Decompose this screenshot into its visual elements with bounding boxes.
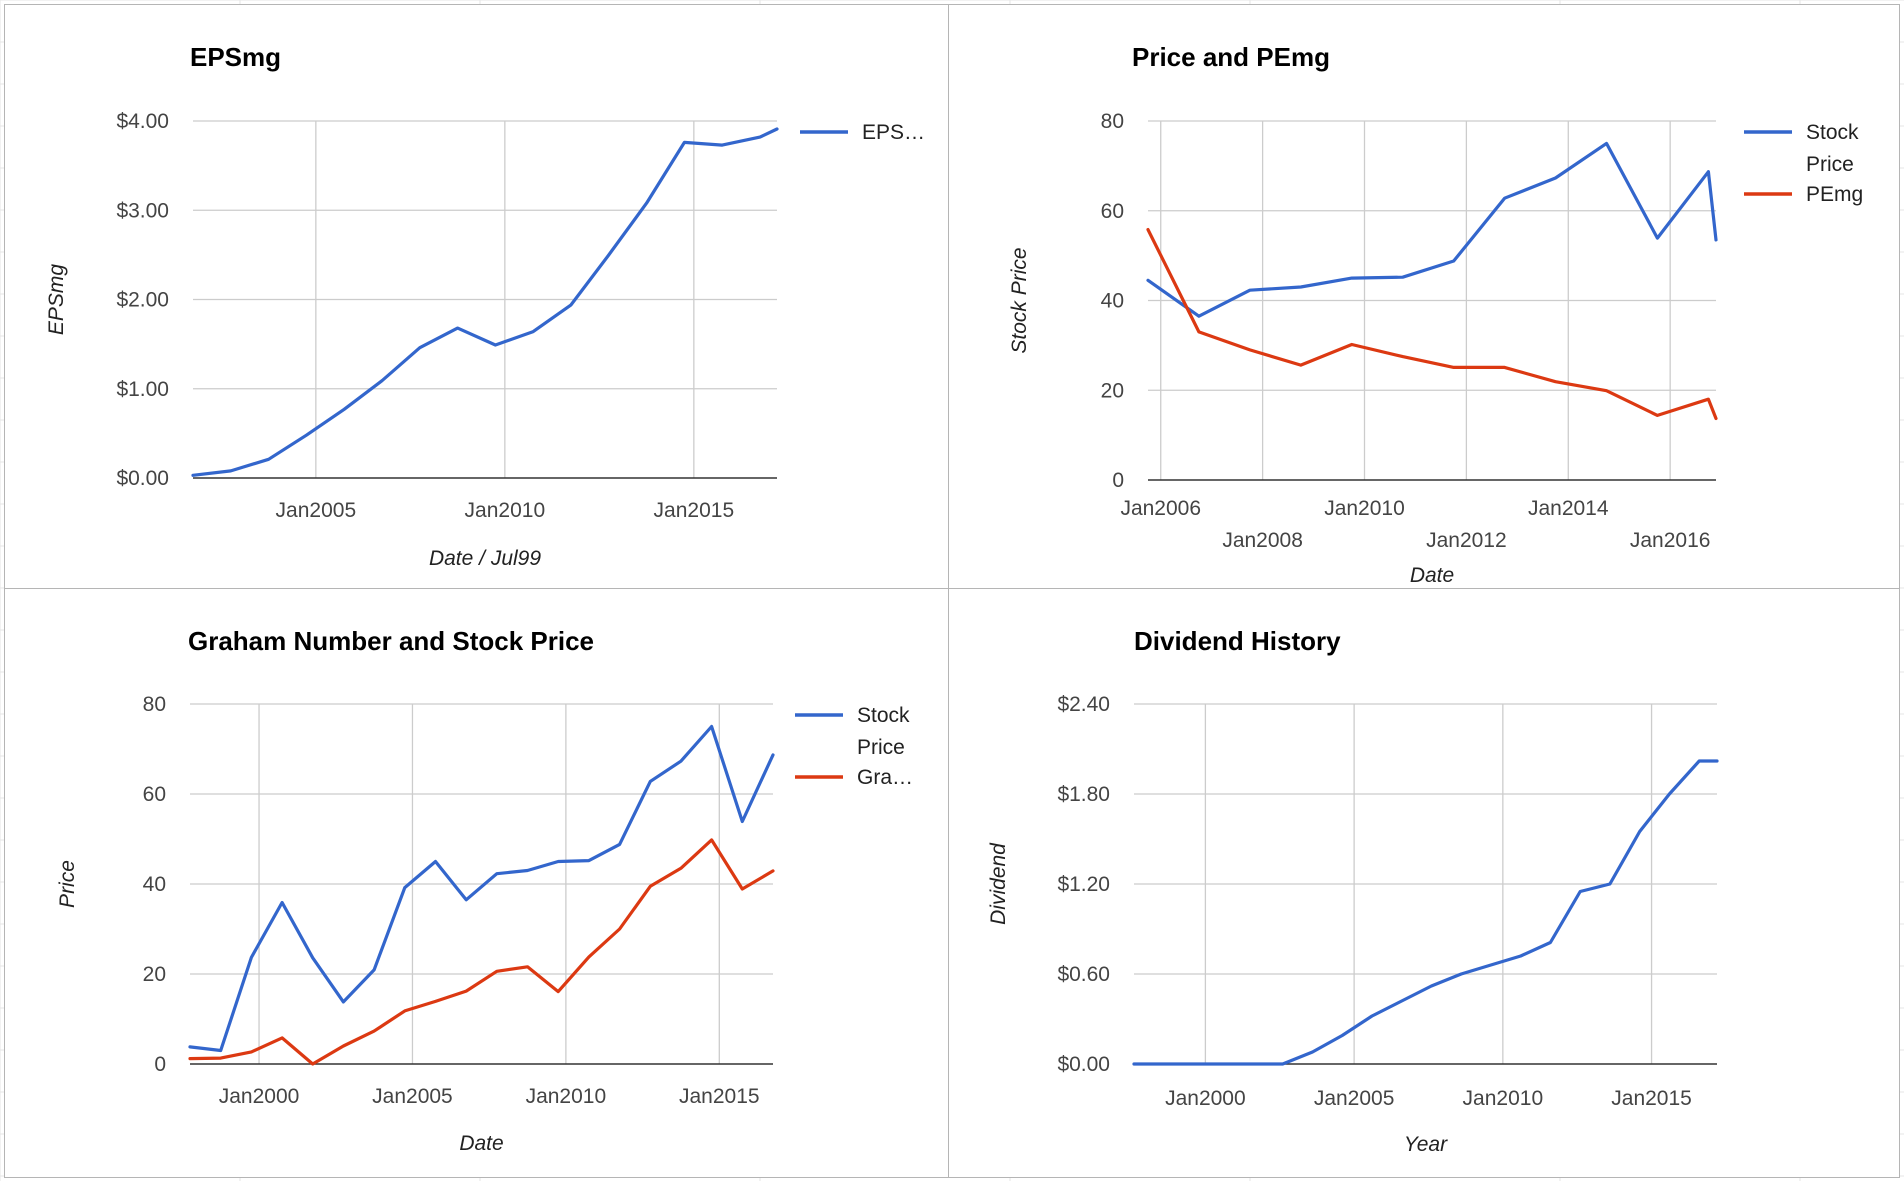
epsmg-y-tick-label: $4.00 bbox=[116, 110, 169, 133]
dividend-series-line-1 bbox=[1132, 759, 1719, 1066]
graham-y-tick-label: 60 bbox=[143, 783, 166, 806]
epsmg-chart-title: EPSmg bbox=[190, 42, 281, 72]
epsmg-x-tick-label: Jan2010 bbox=[465, 499, 546, 522]
dividend-x-tick-label: Jan2005 bbox=[1314, 1087, 1395, 1110]
epsmg-chart: EPSmg $0.00 $1.00 $2.00 $3.00 $4.00 Jan2005 Jan… bbox=[45, 42, 925, 570]
price-pemg-x-tick-label: Jan2006 bbox=[1120, 497, 1201, 520]
price-pemg-chart: Price and PEmg 0 20 40 60 80 Jan2006 Jan2008 Jan… bbox=[1008, 42, 1863, 587]
price-pemg-y-tick-label: 40 bbox=[1101, 290, 1124, 313]
dividend-y-tick-label: $2.40 bbox=[1057, 693, 1110, 716]
epsmg-y-axis-title: EPSmg bbox=[45, 264, 68, 336]
price-pemg-x-tick-label: Jan2008 bbox=[1222, 529, 1303, 552]
price-pemg-x-tick-label: Jan2012 bbox=[1426, 529, 1507, 552]
price-pemg-legend-label-line: Price bbox=[1806, 153, 1854, 176]
dividend-y-tick-label: $1.20 bbox=[1057, 873, 1110, 896]
chart-panel-dividend[interactable]: Dividend History $0.00 $0.60 $1.20 $1.80 $2.4… bbox=[948, 588, 1900, 1178]
epsmg-y-tick-label: $1.00 bbox=[116, 378, 169, 401]
dividend-x-axis-title: Year bbox=[1404, 1133, 1448, 1156]
dividend-x-tick-label: Jan2015 bbox=[1611, 1087, 1692, 1110]
dividend-chart-title: Dividend History bbox=[1134, 626, 1341, 656]
graham-y-tick-label: 40 bbox=[143, 873, 166, 896]
epsmg-legend-label-1: EPS… bbox=[862, 121, 925, 144]
price-pemg-y-tick-label: 80 bbox=[1101, 110, 1124, 133]
price-pemg-y-tick-label: 60 bbox=[1101, 200, 1124, 223]
graham-y-axis-title: Price bbox=[56, 860, 79, 908]
graham-chart: Graham Number and Stock Price 0 20 40 60 80 Ja… bbox=[56, 626, 913, 1155]
graham-y-tick-label: 20 bbox=[143, 963, 166, 986]
price-pemg-y-axis-title: Stock Price bbox=[1008, 247, 1031, 353]
dividend-chart: Dividend History $0.00 $0.60 $1.20 $1.80 $2.4… bbox=[987, 626, 1719, 1156]
dividend-x-tick-label: Jan2000 bbox=[1165, 1087, 1246, 1110]
price-pemg-chart-title: Price and PEmg bbox=[1132, 42, 1330, 72]
graham-series-line-2 bbox=[188, 838, 775, 1066]
graham-legend-label-2: Gra… bbox=[857, 766, 913, 789]
graham-x-tick-label: Jan2015 bbox=[679, 1085, 760, 1108]
epsmg-y-tick-label: $3.00 bbox=[116, 199, 169, 222]
graham-x-tick-label: Jan2010 bbox=[526, 1085, 607, 1108]
dividend-y-tick-label: $1.80 bbox=[1057, 783, 1110, 806]
graham-x-axis-title: Date bbox=[459, 1132, 503, 1155]
epsmg-y-tick-label: $0.00 bbox=[116, 467, 169, 490]
chart-panel-epsmg[interactable]: EPSmg $0.00 $1.00 $2.00 $3.00 $4.00 Jan2005 Jan… bbox=[4, 4, 950, 590]
price-pemg-x-tick-label: Jan2016 bbox=[1630, 529, 1711, 552]
chart-panel-graham[interactable]: Graham Number and Stock Price 0 20 40 60 80 Ja… bbox=[4, 588, 950, 1178]
dividend-y-tick-label: $0.60 bbox=[1057, 963, 1110, 986]
price-pemg-y-tick-label: 20 bbox=[1101, 379, 1124, 402]
dividend-x-tick-label: Jan2010 bbox=[1463, 1087, 1544, 1110]
dividend-y-tick-label: $0.00 bbox=[1057, 1053, 1110, 1076]
graham-x-tick-label: Jan2000 bbox=[219, 1085, 300, 1108]
graham-y-tick-label: 80 bbox=[143, 693, 166, 716]
price-pemg-legend-label-line: Stock bbox=[1806, 121, 1859, 144]
price-pemg-series-line-2 bbox=[1146, 228, 1718, 421]
epsmg-y-tick-label: $2.00 bbox=[116, 289, 169, 312]
graham-legend-label-line: Price bbox=[857, 736, 905, 759]
epsmg-x-axis-title: Date / Jul99 bbox=[429, 547, 541, 570]
price-pemg-x-axis-title: Date bbox=[1410, 564, 1454, 587]
graham-legend-label-1: Stock Price bbox=[857, 704, 910, 759]
graham-chart-title: Graham Number and Stock Price bbox=[188, 626, 594, 656]
price-pemg-x-tick-label: Jan2010 bbox=[1324, 497, 1405, 520]
price-pemg-legend-label-2: PEmg bbox=[1806, 183, 1863, 206]
graham-y-tick-label: 0 bbox=[154, 1053, 166, 1076]
graham-x-tick-label: Jan2005 bbox=[372, 1085, 453, 1108]
dividend-y-axis-title: Dividend bbox=[987, 842, 1010, 925]
price-pemg-x-tick-label: Jan2014 bbox=[1528, 497, 1609, 520]
graham-series-line-1 bbox=[188, 724, 775, 1053]
graham-legend-label-line: Stock bbox=[857, 704, 910, 727]
price-pemg-series-line-1 bbox=[1146, 141, 1718, 318]
chart-panel-price-pemg[interactable]: Price and PEmg 0 20 40 60 80 Jan2006 Jan2008 Jan… bbox=[948, 4, 1900, 590]
price-pemg-y-tick-label: 0 bbox=[1112, 469, 1124, 492]
epsmg-x-tick-label: Jan2015 bbox=[654, 499, 735, 522]
epsmg-x-tick-label: Jan2005 bbox=[276, 499, 357, 522]
epsmg-series-line-1 bbox=[191, 127, 779, 477]
price-pemg-legend-label-1: Stock Price bbox=[1806, 121, 1859, 176]
